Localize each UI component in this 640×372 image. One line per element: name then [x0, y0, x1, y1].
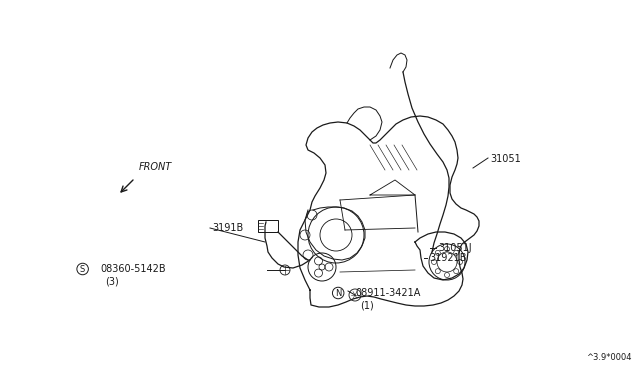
- Text: (1): (1): [360, 301, 374, 311]
- Text: ^3.9*0004: ^3.9*0004: [586, 353, 632, 362]
- Bar: [258, 220, 278, 232]
- Text: N: N: [335, 289, 341, 298]
- Text: S: S: [80, 264, 85, 273]
- Text: 08911-3421A: 08911-3421A: [355, 288, 420, 298]
- Text: 31921B: 31921B: [429, 253, 467, 263]
- Text: FRONT: FRONT: [139, 162, 172, 172]
- Text: 31051J: 31051J: [438, 243, 472, 253]
- Text: 3191B: 3191B: [212, 223, 243, 233]
- Text: 08360-5142B: 08360-5142B: [100, 264, 166, 274]
- Text: 31051: 31051: [490, 154, 521, 164]
- Text: (3): (3): [105, 276, 119, 286]
